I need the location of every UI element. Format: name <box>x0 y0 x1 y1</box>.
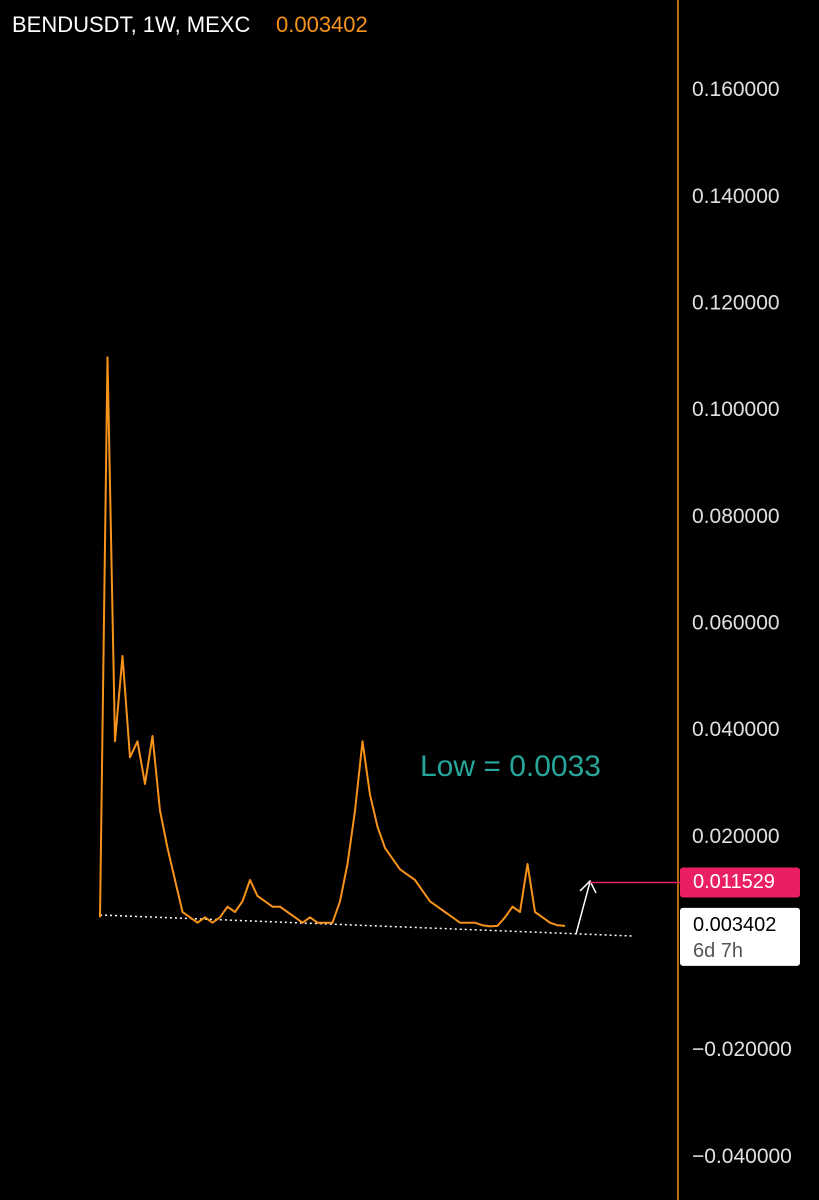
low-annotation: Low = 0.0033 <box>420 750 601 783</box>
last-price-label: 0.003402 <box>693 914 776 936</box>
y-tick-label: 0.060000 <box>692 612 780 635</box>
last-price-box <box>680 907 800 966</box>
arrow <box>575 879 597 935</box>
y-tick-label: 0.120000 <box>692 292 780 315</box>
support-line <box>99 914 633 937</box>
y-tick-label: 0.140000 <box>692 185 780 208</box>
price-line <box>99 356 566 928</box>
y-tick-label: 0.160000 <box>692 78 780 101</box>
countdown: 6d 7h <box>693 940 743 962</box>
marked-price-label: 0.011529 <box>693 871 775 893</box>
y-tick-label: −0.020000 <box>692 1038 792 1061</box>
title-price: 0.003402 <box>276 12 368 37</box>
chart-title: BENDUSDT, 1W, MEXC <box>12 12 250 37</box>
y-tick-label: 0.020000 <box>692 825 780 848</box>
y-tick-label: 0.100000 <box>692 398 780 421</box>
y-tick-label: 0.080000 <box>692 505 780 528</box>
marked-price-box <box>680 867 800 898</box>
y-tick-label: −0.040000 <box>692 1145 792 1168</box>
y-tick-label: 0.040000 <box>692 718 780 741</box>
